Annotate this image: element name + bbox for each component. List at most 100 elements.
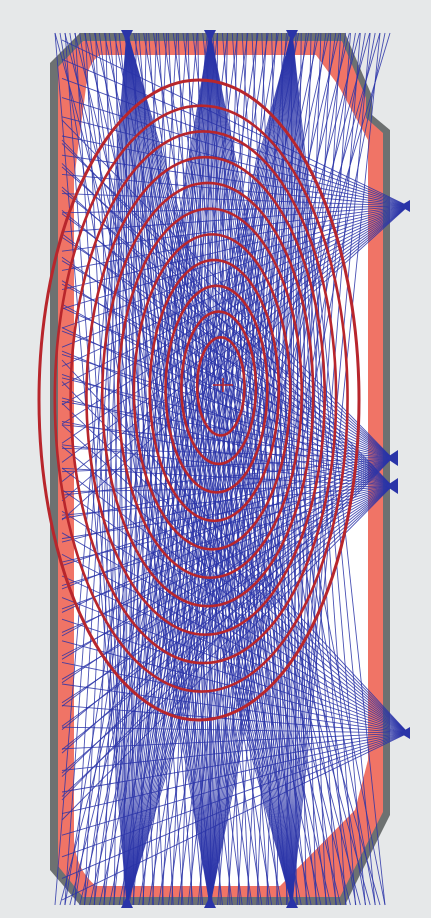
sightline [177, 32, 211, 906]
sightline [61, 420, 393, 487]
sightline [187, 32, 211, 906]
sightline [291, 32, 342, 906]
detector-group [121, 30, 410, 908]
sightline [209, 32, 258, 906]
sightline [61, 116, 409, 207]
sightline [162, 32, 293, 906]
sightline [209, 32, 297, 906]
sightline [172, 32, 293, 906]
sightline [126, 32, 239, 906]
sightline [95, 32, 128, 906]
sightline [291, 32, 381, 906]
sightline [61, 732, 409, 771]
sightline [271, 32, 293, 906]
sightline [182, 32, 293, 906]
sightline [167, 32, 211, 906]
sightline [209, 32, 327, 906]
sightline [84, 32, 293, 906]
sightline [126, 32, 259, 906]
sightline [207, 32, 211, 906]
sightline [138, 32, 211, 906]
sightline [167, 31, 293, 906]
sightline [128, 32, 211, 906]
sightline [103, 32, 293, 906]
flux-surface [180, 310, 258, 466]
sightline [61, 381, 409, 734]
flux-surface-group [37, 78, 361, 722]
sightline [281, 32, 293, 906]
sightline [118, 31, 293, 906]
sightline [61, 154, 409, 207]
sightline [128, 31, 293, 906]
sightline [126, 32, 147, 906]
flux-surface [37, 78, 361, 722]
sightline [61, 163, 393, 487]
sightline [221, 32, 293, 906]
sightline [291, 32, 361, 906]
sightline [126, 32, 218, 906]
sightline [61, 532, 409, 734]
detector-head-bottom [204, 896, 216, 908]
sightline [61, 58, 409, 207]
sightline [61, 554, 409, 734]
detector-head-bottom [286, 896, 298, 908]
sightline-fan-bottom-fan-1 [54, 32, 391, 906]
sightline [177, 31, 293, 906]
sightline [89, 32, 211, 906]
sightline [256, 31, 293, 906]
sightline [209, 32, 347, 906]
sightline [69, 32, 211, 906]
sightline [276, 31, 293, 906]
sightline [61, 732, 409, 879]
sightline [85, 32, 128, 906]
sightline [61, 732, 409, 858]
sightline [209, 32, 366, 906]
sightline [209, 32, 278, 906]
sightline-fan-bottom-fan-3 [54, 32, 381, 906]
sightline [61, 397, 393, 487]
flux-surface [195, 335, 246, 437]
detector-head-right [400, 727, 410, 739]
sightline [98, 32, 211, 906]
sightline [64, 32, 128, 906]
detector-head-top [121, 30, 133, 42]
sightline [209, 32, 386, 906]
sightline [118, 32, 211, 906]
sightline [133, 32, 293, 906]
sightline [209, 32, 238, 906]
sightline [61, 424, 393, 459]
sightline [113, 32, 293, 906]
sightline [64, 32, 293, 906]
sightline [143, 32, 293, 906]
detector-head-right [386, 478, 398, 494]
sightline [148, 32, 211, 906]
detector-head-right [400, 200, 410, 212]
sightline [61, 77, 409, 207]
sightline [153, 32, 293, 906]
detector-head-top [286, 30, 298, 42]
sightline [61, 457, 393, 684]
sightline [291, 32, 302, 906]
flux-surface [53, 104, 349, 693]
sightline [192, 32, 293, 906]
sightline [126, 32, 249, 906]
sightline [61, 135, 409, 207]
flux-surface [164, 284, 269, 494]
sightline [231, 32, 293, 906]
sightline [126, 32, 269, 906]
sightline [291, 32, 332, 906]
sightline [291, 32, 351, 906]
detector-head-right [386, 450, 398, 466]
sightline [54, 32, 293, 906]
sightline [261, 32, 293, 906]
flux-surface [116, 207, 304, 580]
sightline [126, 32, 208, 906]
sightline [212, 32, 293, 906]
sightline [61, 354, 393, 459]
detector-head-bottom [121, 896, 133, 908]
flux-surface [132, 233, 292, 551]
flux-surface [85, 155, 326, 636]
sightline [291, 32, 312, 906]
sightline [126, 32, 229, 906]
